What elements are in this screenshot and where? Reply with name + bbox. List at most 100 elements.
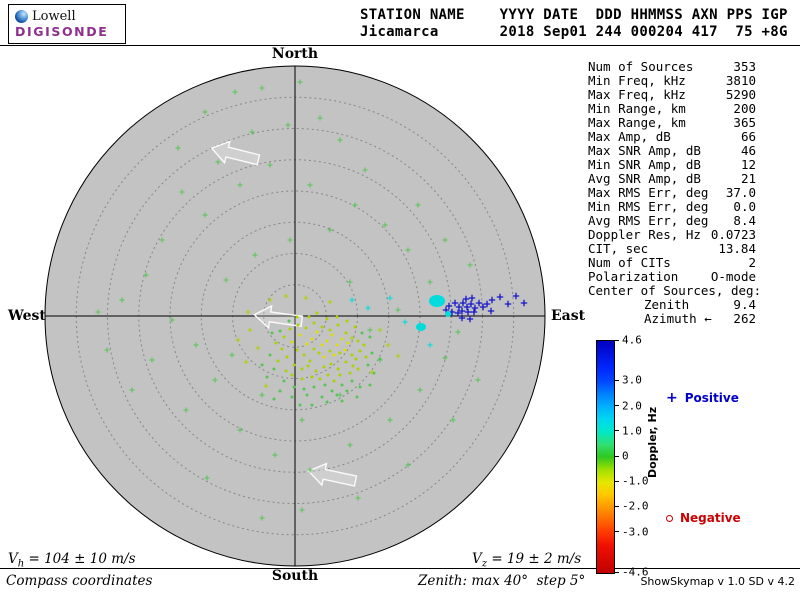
stat-row: Polarization O-mode [588, 270, 756, 284]
fringe-yellow-green-point [247, 327, 253, 333]
header-field-values: Jicamarca 2018 Sep01 244 000204 417 75 +… [360, 24, 788, 40]
logo-company-name: Lowell [32, 9, 76, 24]
legend-positive: + Positive [666, 391, 739, 405]
stat-label: Avg SNR Amp, dB [588, 171, 701, 186]
cluster-yellow-green-point [295, 315, 299, 319]
east-blue-point [455, 303, 463, 311]
source-points-layer [95, 79, 528, 521]
colorbar-ticks: 4.6 3.0 2.0 1.0 0 -1.0 -2.0 -3.0 -4.6 [614, 334, 660, 579]
cluster-yellow-point [320, 343, 324, 347]
east-blue-point [468, 294, 476, 302]
cluster-green-point [305, 393, 309, 397]
stat-row: Num of CITs 2 [588, 256, 756, 270]
stat-label: Center of Sources, deg: [588, 283, 762, 298]
sparse-green-point [299, 507, 305, 513]
cluster-yellow-point [290, 340, 294, 344]
sparse-green-point [395, 307, 401, 313]
stats-panel: Num of Sources 353 Min Freq, kHz 3810 Max Fr… [588, 60, 761, 326]
sparse-green-point [259, 392, 265, 398]
sparse-green-point [387, 417, 393, 423]
logo-top-row: Lowell [15, 9, 119, 24]
legend-negative: Negative [666, 511, 741, 525]
cluster-yellow-green-point [314, 369, 318, 373]
sparse-green-point [129, 387, 135, 393]
east-blue-point [467, 300, 475, 308]
sparse-green-point [299, 417, 305, 423]
cluster-yellow-point [346, 341, 350, 345]
cluster-yellow-green-point [312, 347, 316, 351]
cluster-yellow-green-point [306, 364, 310, 368]
sparse-green-point [223, 277, 229, 283]
cluster-green-point [268, 353, 272, 357]
sparse-green-point [347, 279, 353, 285]
east-blue-point [462, 295, 470, 303]
cluster-green-point [270, 331, 274, 335]
cluster-yellow-green-point [348, 371, 352, 375]
stat-value: 262 [733, 311, 756, 326]
cluster-green-point [278, 389, 282, 393]
east-blue-point [454, 309, 462, 317]
colorbar-tick [614, 505, 619, 507]
cluster-yellow-green-point [292, 363, 296, 367]
fringe-yellow-green-point [377, 327, 383, 333]
sparse-green-point [415, 202, 421, 208]
cluster-green-point [260, 363, 264, 367]
cluster-yellow-green-point [295, 348, 299, 352]
sparse-green-point [297, 79, 303, 85]
cluster-green-point [292, 385, 296, 389]
sparse-green-point [405, 462, 411, 468]
stat-row: Min Range, km 200 [588, 102, 756, 116]
stat-label: Azimuth ← [644, 311, 712, 326]
sparse-green-point [362, 167, 368, 173]
cluster-green-point [368, 335, 372, 339]
sparse-green-point [212, 377, 218, 383]
cluster-yellow-point [305, 342, 309, 346]
sparse-green-point [159, 237, 165, 243]
east-blue-point [445, 302, 453, 310]
stat-row: Max RMS Err, deg 37.0 [588, 186, 756, 200]
doppler-colorbar [596, 340, 615, 574]
east-blue-point [512, 292, 520, 300]
cluster-green-point [320, 395, 324, 399]
cluster-yellow-green-point [336, 323, 340, 327]
footer-divider [0, 568, 800, 569]
cluster-green-point [360, 331, 364, 335]
sparse-green-point [427, 279, 433, 285]
stat-row: Num of Sources 353 [588, 60, 756, 74]
cluster-yellow-green-point [302, 353, 306, 357]
cluster-yellow-green-point [351, 364, 355, 368]
stat-value: 353 [733, 59, 756, 74]
cluster-yellow-green-point [344, 331, 348, 335]
colorbar-axis-label: Doppler, Hz [646, 406, 659, 478]
colorbar-tick [614, 571, 619, 573]
cluster-green-point [310, 403, 314, 407]
fringe-yellow-green-point [395, 353, 401, 359]
sparse-green-point [317, 115, 323, 121]
east-blue-point [487, 307, 495, 315]
stat-value: 13.84 [718, 241, 756, 256]
cluster-green-point [350, 379, 354, 383]
sparse-green-point [252, 252, 258, 258]
cyan-plus-point [427, 342, 433, 348]
header-divider [0, 45, 800, 46]
fringe-yellow-green-point [327, 299, 333, 305]
cluster-green-point [312, 385, 316, 389]
sparse-green-point [169, 317, 175, 323]
vh-subscript: h [17, 558, 25, 570]
sparse-green-point [193, 342, 199, 348]
cyan-plus-point [387, 295, 393, 301]
colorbar-tick-label: 4.6 [622, 333, 642, 347]
cyan-plus-point [365, 305, 371, 311]
digisonde-globe-icon [15, 10, 28, 23]
cluster-yellow-green-point [335, 315, 339, 319]
logo-product-name: DIGISONDE [15, 24, 109, 39]
cluster-yellow-green-point [345, 319, 349, 323]
sparse-green-point [307, 182, 313, 188]
sparse-green-point [327, 227, 333, 233]
stat-row: CIT, sec 13.84 [588, 242, 756, 256]
sparse-green-point [405, 247, 411, 253]
cluster-yellow-green-point [350, 353, 354, 357]
negative-marker-icon [666, 514, 673, 522]
horizontal-velocity-text: Vh = 104 ± 10 m/s [8, 551, 136, 570]
stat-row: Max Freq, kHz 5290 [588, 88, 756, 102]
